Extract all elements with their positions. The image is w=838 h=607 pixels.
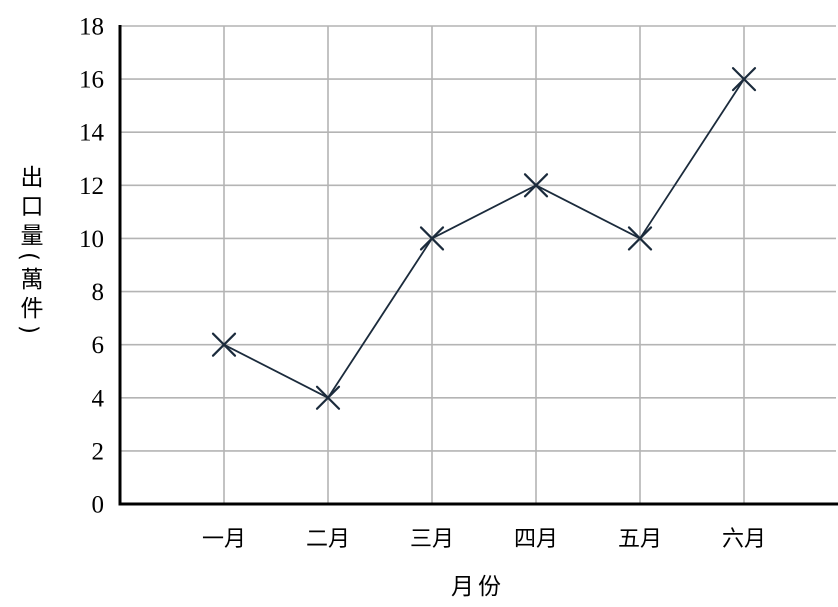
x-tick-label-6: 六月 (722, 527, 766, 552)
x-tick-label-4: 四月 (514, 527, 558, 552)
data-point-4 (523, 173, 549, 198)
data-point-6 (731, 67, 757, 92)
data-point-2 (315, 385, 341, 410)
x-tick-label-3: 三月 (410, 527, 454, 552)
y-tick-label-18: 18 (79, 14, 104, 41)
y-tick-label-2: 2 (92, 438, 105, 465)
data-point-1 (211, 332, 237, 357)
x-axis-label: 月份 (451, 574, 505, 600)
y-tick-label-10: 10 (79, 226, 104, 253)
y-tick-label-6: 6 (92, 332, 105, 359)
y-tick-label-12: 12 (79, 173, 104, 200)
y-tick-label-4: 4 (92, 385, 105, 412)
grid-lines (120, 25, 836, 505)
x-marker-stroke (419, 226, 445, 251)
series-line-1 (223, 78, 745, 399)
x-marker-stroke (211, 332, 237, 357)
y-tick-labels: 0 2 4 6 8 10 12 14 16 18 (79, 14, 105, 519)
x-tick-label-1: 一月 (202, 527, 246, 552)
y-axis-label: 出口量(萬件) (16, 165, 42, 340)
x-marker-stroke (731, 67, 757, 92)
y-tick-label-0: 0 (92, 492, 105, 519)
x-tick-labels: 一月 二月 三月 四月 五月 六月 (202, 527, 766, 552)
y-tick-label-8: 8 (92, 279, 105, 306)
x-marker-stroke (315, 385, 341, 410)
series (223, 78, 745, 399)
x-marker-stroke (523, 173, 549, 198)
x-marker-stroke (627, 226, 653, 251)
y-tick-label-14: 14 (79, 120, 105, 147)
x-tick-label-2: 二月 (306, 527, 350, 552)
axes (118, 25, 838, 506)
x-tick-label-5: 五月 (618, 527, 662, 552)
y-tick-label-16: 16 (79, 67, 104, 94)
data-point-5 (627, 226, 653, 251)
data-points (211, 67, 757, 410)
data-point-3 (419, 226, 445, 251)
